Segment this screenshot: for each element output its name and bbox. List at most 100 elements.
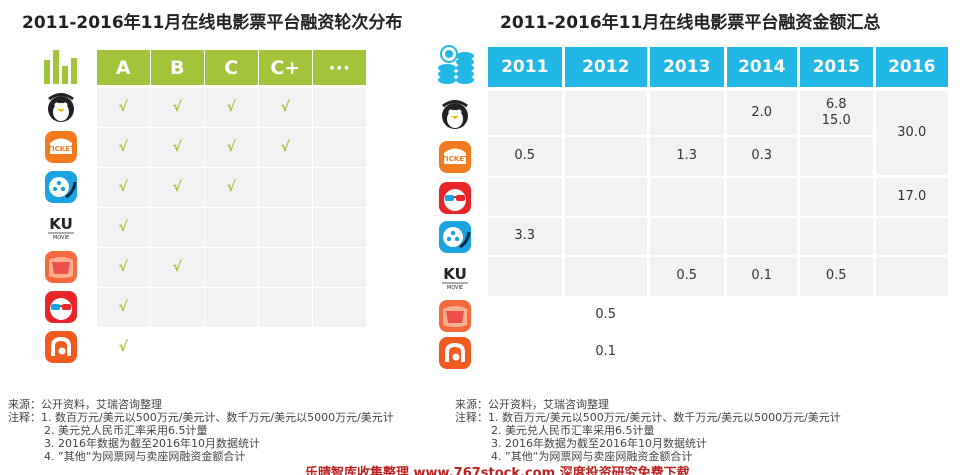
data-value: 0.1 (727, 257, 797, 296)
check-mark: √ (259, 88, 312, 127)
svg-text:MOVIE: MOVIE (447, 285, 463, 291)
empty-cell (565, 137, 647, 176)
right-notes: 来源：公开资料，艾瑞咨询整理 注释：1. 数百万元/美元以500万元/美元计、数千… (455, 398, 841, 463)
check-mark: √ (97, 328, 150, 367)
penguin-logo-icon (438, 97, 472, 131)
ku-movie-logo-icon: KU MOVIE (44, 210, 78, 244)
left-cell (151, 328, 204, 367)
left-header-3: C+ (259, 50, 312, 85)
left-header-4: ··· (313, 50, 366, 85)
data-value: 3.3 (488, 218, 562, 255)
check-mark: √ (151, 168, 204, 207)
empty-cell (727, 335, 797, 369)
empty-cell (727, 298, 797, 333)
empty-cell (800, 178, 873, 216)
check-mark: √ (97, 208, 150, 247)
svg-text:KU: KU (49, 215, 73, 233)
left-cell (259, 328, 312, 367)
left-cell (259, 208, 312, 247)
glasses-face-logo-icon (438, 181, 472, 215)
empty-cell (800, 137, 873, 176)
note-line: 2. 美元兑人民币汇率采用6.5计量 (44, 424, 208, 437)
note-line: 2. 美元兑人民币汇率采用6.5计量 (491, 424, 655, 437)
check-mark: √ (151, 248, 204, 287)
left-cell (313, 248, 366, 287)
data-value: 1.3 (650, 137, 724, 176)
left-cell (205, 208, 258, 247)
note-line: 注释：1. 数百万元/美元以500万元/美元计、数千万元/美元以5000万元/美… (455, 411, 841, 424)
right-chart-title: 2011-2016年11月在线电影票平台融资金额汇总 (500, 13, 881, 33)
empty-cell (727, 178, 797, 216)
data-value: 6.8 15.0 (800, 91, 873, 135)
orange-swirl-logo-icon (438, 336, 472, 370)
left-cell (313, 128, 366, 167)
note-line: 注释：1. 数百万元/美元以500万元/美元计、数千万元/美元以5000万元/美… (8, 411, 394, 424)
footer-watermark: 乐晴智库收集整理 www.767stock.com 深度投资研究免费下载 (305, 466, 690, 475)
data-value: 17.0 (876, 178, 948, 216)
empty-cell (488, 335, 562, 369)
empty-cell (565, 178, 647, 216)
check-mark: √ (97, 248, 150, 287)
empty-cell (876, 257, 948, 296)
penguin-logo-icon (44, 90, 78, 124)
empty-cell (650, 91, 724, 135)
empty-cell (800, 298, 873, 333)
left-cell (151, 288, 204, 327)
left-header-1: B (151, 50, 204, 85)
note-line: 3. 2016年数据为截至2016年10月数据统计 (491, 437, 707, 450)
right-header-2016: 2016 (876, 47, 948, 87)
data-value: 30.0 (876, 91, 948, 175)
note-line: 来源：公开资料，艾瑞咨询整理 (8, 398, 162, 411)
orange-swirl-logo-icon (44, 330, 78, 364)
check-mark: √ (97, 128, 150, 167)
data-value: 2.0 (727, 91, 797, 135)
check-mark: √ (97, 288, 150, 327)
note-line: 3. 2016年数据为截至2016年10月数据统计 (44, 437, 260, 450)
empty-cell (727, 218, 797, 255)
data-value: 0.5 (488, 137, 562, 176)
check-mark: √ (151, 128, 204, 167)
svg-text:KU: KU (443, 265, 467, 283)
right-header-2011: 2011 (488, 47, 562, 87)
empty-cell (488, 178, 562, 216)
left-chart-title: 2011-2016年11月在线电影票平台融资轮次分布 (22, 13, 403, 33)
note-line: 4. ”其他“为网票网与卖座网融资金额合计 (44, 450, 246, 463)
empty-cell (876, 218, 948, 255)
left-cell (313, 208, 366, 247)
ku-movie-logo-icon: KU MOVIE (438, 260, 472, 294)
right-header-2012: 2012 (565, 47, 647, 87)
left-cell (259, 168, 312, 207)
empty-cell (650, 335, 724, 369)
left-header-0: A (97, 50, 150, 85)
empty-cell (488, 298, 562, 333)
film-reel-logo-icon (44, 170, 78, 204)
data-value: 0.5 (800, 257, 873, 296)
data-value: 0.5 (650, 257, 724, 296)
red-badge-logo-icon (44, 250, 78, 284)
left-cell (205, 328, 258, 367)
check-mark: √ (151, 88, 204, 127)
empty-cell (650, 178, 724, 216)
film-reel-logo-icon (438, 220, 472, 254)
left-cell (259, 288, 312, 327)
check-mark: √ (205, 168, 258, 207)
right-header-2015: 2015 (800, 47, 873, 87)
data-value: 0.3 (727, 137, 797, 176)
right-header-2014: 2014 (727, 47, 797, 87)
glasses-face-logo-icon (44, 290, 78, 324)
svg-text:MOVIE: MOVIE (53, 235, 69, 241)
bar-chart-icon (44, 50, 77, 84)
left-cell (259, 248, 312, 287)
left-header-2: C (205, 50, 258, 85)
left-cell (205, 288, 258, 327)
note-line: 来源：公开资料，艾瑞咨询整理 (455, 398, 609, 411)
left-notes: 来源：公开资料，艾瑞咨询整理 注释：1. 数百万元/美元以500万元/美元计、数千… (8, 398, 394, 463)
data-value: 0.5 (565, 298, 647, 333)
empty-cell (800, 218, 873, 255)
left-cell (313, 328, 366, 367)
svg-text:TICKET: TICKET (441, 155, 469, 163)
orange-ticket-logo-icon: TICKET (44, 130, 78, 164)
note-line: 4. ”其他“为网票网与卖座网融资金额合计 (491, 450, 693, 463)
check-mark: √ (97, 168, 150, 207)
left-cell (151, 208, 204, 247)
